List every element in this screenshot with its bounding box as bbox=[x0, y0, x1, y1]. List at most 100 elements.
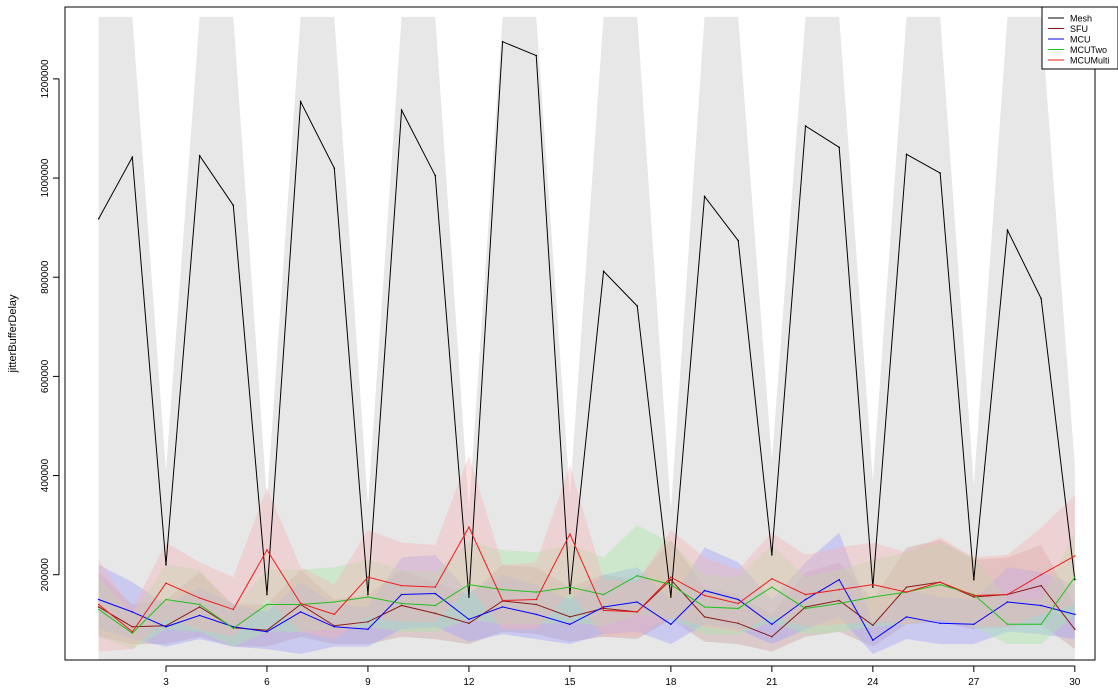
legend-label: MCUTwo bbox=[1070, 45, 1107, 55]
mesh-point bbox=[333, 167, 336, 169]
mcu-point bbox=[165, 625, 167, 628]
mesh-point bbox=[299, 100, 302, 103]
mesh-point bbox=[804, 125, 807, 127]
sfu-point bbox=[198, 606, 201, 608]
mcumulti-point bbox=[1006, 593, 1009, 596]
legend-label: MCUMulti bbox=[1070, 56, 1110, 66]
mcumulti-point bbox=[636, 611, 639, 613]
mcutwo-point bbox=[535, 591, 538, 593]
mesh-point bbox=[771, 554, 773, 556]
mcu-point bbox=[973, 623, 975, 626]
mesh-point bbox=[266, 593, 268, 596]
mesh-point bbox=[131, 156, 134, 159]
mcu-point bbox=[1074, 613, 1076, 616]
mcumulti-point bbox=[535, 598, 538, 601]
mcumulti-point bbox=[1074, 555, 1076, 557]
mesh-point bbox=[198, 154, 201, 157]
sfu-point bbox=[266, 629, 268, 632]
sfu-point bbox=[703, 616, 706, 618]
sfu-point bbox=[670, 578, 672, 581]
mcu-point bbox=[266, 630, 268, 633]
mcumulti-point bbox=[333, 613, 336, 616]
mcu-point bbox=[1040, 604, 1042, 607]
sfu-point bbox=[905, 586, 908, 588]
mcumulti-point bbox=[232, 608, 235, 611]
mcutwo-point bbox=[771, 586, 773, 588]
mcumulti-point bbox=[703, 594, 706, 597]
mcumulti-point bbox=[872, 583, 874, 586]
mcumulti-point bbox=[468, 526, 470, 528]
y-axis-label: jitterBufferDelay bbox=[7, 294, 19, 374]
mcu-band bbox=[98, 532, 1075, 655]
sfu-point bbox=[97, 606, 100, 608]
mcu-point bbox=[1006, 601, 1009, 603]
mesh-point bbox=[602, 270, 605, 273]
mcumulti-point bbox=[670, 576, 672, 578]
mcu-point bbox=[905, 616, 908, 618]
mcutwo-point bbox=[670, 583, 672, 586]
mcumulti-point bbox=[737, 602, 740, 605]
sfu-point bbox=[367, 621, 369, 623]
mcu-point bbox=[670, 623, 672, 626]
mcu-point bbox=[838, 578, 840, 581]
x-tick-label: 6 bbox=[264, 677, 270, 688]
mesh-point bbox=[1006, 229, 1009, 231]
mcu-point bbox=[737, 598, 740, 601]
plot-frame bbox=[64, 6, 1096, 661]
sfu-point bbox=[535, 603, 538, 606]
mcutwo-point bbox=[131, 632, 134, 635]
mcumulti-point bbox=[400, 584, 403, 587]
confidence-bands bbox=[98, 16, 1075, 660]
mcutwo-point bbox=[737, 607, 740, 610]
mcu-point bbox=[636, 601, 639, 603]
mcutwo-point bbox=[804, 607, 807, 610]
mcu-point bbox=[400, 593, 403, 596]
mcutwo-point bbox=[838, 602, 840, 605]
mcumulti-point bbox=[905, 591, 908, 593]
mesh-point bbox=[367, 593, 369, 596]
mesh-point bbox=[165, 564, 167, 566]
mcumulti-point bbox=[838, 588, 840, 591]
sfu-point bbox=[1074, 628, 1076, 631]
mcumulti-point bbox=[501, 599, 504, 602]
sfu-point bbox=[468, 622, 470, 625]
sfu-point bbox=[1040, 584, 1042, 587]
mcutwo-point bbox=[198, 603, 201, 606]
mcumulti-line bbox=[98, 526, 1076, 633]
mcutwo-point bbox=[1006, 623, 1009, 626]
mcumulti-point bbox=[266, 549, 268, 551]
y-tick-label: 400000 bbox=[40, 458, 51, 492]
x-tick-label: 3 bbox=[163, 677, 169, 688]
x-tick-label: 9 bbox=[365, 677, 371, 688]
mcumulti-point bbox=[97, 603, 100, 606]
mcumulti-point bbox=[1040, 573, 1042, 576]
mesh-point bbox=[535, 54, 538, 57]
mesh-point bbox=[232, 204, 235, 207]
mcutwo-point bbox=[165, 598, 167, 601]
mesh-point bbox=[1040, 297, 1042, 300]
mcumulti-point bbox=[569, 533, 571, 535]
mcutwo-point bbox=[602, 593, 605, 596]
mcutwo-point bbox=[367, 596, 369, 598]
x-tick-label: 21 bbox=[766, 677, 778, 688]
mcu-point bbox=[872, 639, 874, 641]
mcumulti-point bbox=[367, 576, 369, 578]
mcu-point bbox=[535, 613, 538, 616]
mcutwo-point bbox=[1074, 576, 1076, 578]
mcu-point bbox=[501, 606, 504, 608]
mcu-point bbox=[97, 598, 100, 601]
mesh-point bbox=[569, 592, 571, 595]
x-tick-label: 12 bbox=[463, 677, 475, 688]
mcutwo-point bbox=[636, 574, 639, 577]
mcumulti-point bbox=[299, 602, 302, 605]
sfu-point bbox=[131, 625, 134, 628]
sfu-line bbox=[98, 578, 1076, 638]
x-tick-label: 15 bbox=[564, 677, 576, 688]
mcu-point bbox=[468, 618, 470, 621]
mcutwo-point bbox=[468, 583, 470, 586]
sfu-point bbox=[569, 616, 571, 618]
y-tick-label: 600000 bbox=[40, 359, 51, 393]
mesh-point bbox=[468, 596, 470, 598]
